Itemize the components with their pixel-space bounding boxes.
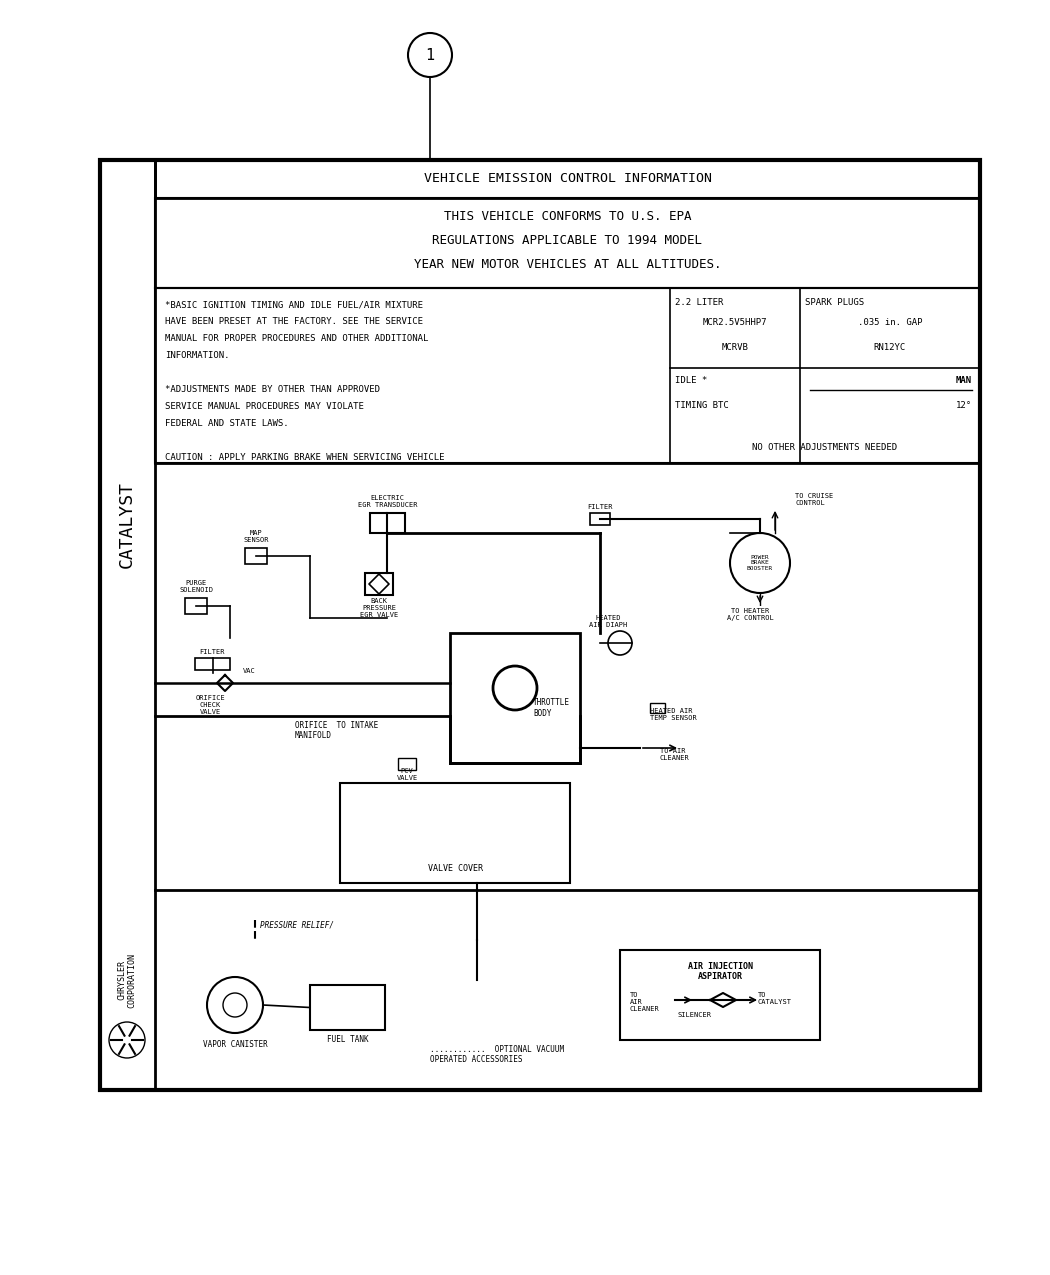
Text: *ADJUSTMENTS MADE BY OTHER THAN APPROVED: *ADJUSTMENTS MADE BY OTHER THAN APPROVED — [165, 385, 380, 394]
Bar — [340, 783, 570, 884]
Text: SILENCER: SILENCER — [678, 1012, 712, 1017]
Text: MAP
SENSOR: MAP SENSOR — [244, 530, 269, 543]
Bar — [450, 632, 580, 762]
Bar — [155, 198, 980, 288]
Text: THIS VEHICLE CONFORMS TO U.S. EPA: THIS VEHICLE CONFORMS TO U.S. EPA — [444, 209, 691, 223]
Bar — [590, 513, 610, 525]
Text: VEHICLE EMISSION CONTROL INFORMATION: VEHICLE EMISSION CONTROL INFORMATION — [423, 172, 712, 185]
Text: THROTTLE
BODY: THROTTLE BODY — [533, 699, 570, 718]
Text: CAUTION : APPLY PARKING BRAKE WHEN SERVICING VEHICLE: CAUTION : APPLY PARKING BRAKE WHEN SERVI… — [165, 453, 444, 462]
Text: TO HEATER
A/C CONTROL: TO HEATER A/C CONTROL — [727, 608, 774, 621]
Text: TO CRUISE
CONTROL: TO CRUISE CONTROL — [795, 493, 834, 506]
Bar — [195, 658, 230, 669]
Text: HEATED AIR
TEMP SENSOR: HEATED AIR TEMP SENSOR — [650, 708, 697, 720]
Text: .035 in. GAP: .035 in. GAP — [858, 317, 922, 326]
Text: IDLE *: IDLE * — [675, 376, 708, 385]
Text: POWER
BRAKE
BOOSTER: POWER BRAKE BOOSTER — [747, 555, 773, 571]
Bar — [398, 759, 416, 770]
Text: MCR2.5V5HHP7: MCR2.5V5HHP7 — [702, 317, 768, 326]
Text: MCRVB: MCRVB — [721, 343, 749, 352]
Text: CATALYST: CATALYST — [118, 482, 136, 569]
Text: BACK
PRESSURE
EGR VALVE: BACK PRESSURE EGR VALVE — [360, 598, 398, 618]
Text: ORIFICE  TO INTAKE
MANIFOLD: ORIFICE TO INTAKE MANIFOLD — [295, 720, 378, 741]
Bar — [155, 159, 980, 198]
Text: MANUAL FOR PROPER PROCEDURES AND OTHER ADDITIONAL: MANUAL FOR PROPER PROCEDURES AND OTHER A… — [165, 334, 428, 343]
Text: AIR INJECTION
ASPIRATOR: AIR INJECTION ASPIRATOR — [688, 963, 753, 982]
Text: 12°: 12° — [956, 402, 972, 411]
Text: YEAR NEW MOTOR VEHICLES AT ALL ALTITUDES.: YEAR NEW MOTOR VEHICLES AT ALL ALTITUDES… — [414, 258, 721, 270]
Text: ORIFICE
CHECK
VALVE: ORIFICE CHECK VALVE — [195, 695, 225, 715]
Text: TIMING BTC: TIMING BTC — [675, 402, 729, 411]
Bar — [620, 950, 820, 1040]
Text: REGULATIONS APPLICABLE TO 1994 MODEL: REGULATIONS APPLICABLE TO 1994 MODEL — [433, 233, 702, 246]
Text: ............  OPTIONAL VACUUM
OPERATED ACCESSORIES: ............ OPTIONAL VACUUM OPERATED AC… — [430, 1046, 564, 1065]
Bar — [365, 572, 393, 595]
Text: NO OTHER ADJUSTMENTS NEEDED: NO OTHER ADJUSTMENTS NEEDED — [753, 442, 898, 453]
Text: CHRYSLER
CORPORATION: CHRYSLER CORPORATION — [118, 952, 136, 1007]
Text: VAC: VAC — [243, 668, 256, 674]
Text: FEDERAL AND STATE LAWS.: FEDERAL AND STATE LAWS. — [165, 419, 289, 428]
Bar — [370, 513, 405, 533]
Text: RN12YC: RN12YC — [874, 343, 906, 352]
Text: HEATED
AIR DIAPH: HEATED AIR DIAPH — [589, 615, 627, 629]
Text: TO AIR
CLEANER: TO AIR CLEANER — [660, 748, 690, 761]
Text: TO
AIR
CLEANER: TO AIR CLEANER — [630, 992, 659, 1012]
Bar — [185, 598, 207, 615]
Text: PURGE
SOLENOID: PURGE SOLENOID — [178, 580, 213, 593]
Text: 1: 1 — [425, 47, 435, 62]
Bar — [245, 548, 267, 564]
Text: MAN: MAN — [956, 376, 972, 385]
Text: VALVE COVER: VALVE COVER — [427, 864, 483, 873]
Text: HAVE BEEN PRESET AT THE FACTORY. SEE THE SERVICE: HAVE BEEN PRESET AT THE FACTORY. SEE THE… — [165, 317, 423, 326]
Text: ELECTRIC
EGR TRANSDUCER: ELECTRIC EGR TRANSDUCER — [358, 495, 417, 507]
Bar — [155, 288, 980, 463]
Text: SPARK PLUGS: SPARK PLUGS — [805, 298, 864, 307]
Text: 2.2 LITER: 2.2 LITER — [675, 298, 723, 307]
Text: FILTER: FILTER — [200, 649, 226, 655]
Bar — [310, 986, 385, 1030]
Text: *BASIC IGNITION TIMING AND IDLE FUEL/AIR MIXTURE: *BASIC IGNITION TIMING AND IDLE FUEL/AIR… — [165, 300, 423, 309]
Text: INFORMATION.: INFORMATION. — [165, 351, 230, 360]
Text: VAPOR CANISTER: VAPOR CANISTER — [203, 1040, 268, 1049]
Text: TO
CATALYST: TO CATALYST — [758, 992, 792, 1005]
Text: SERVICE MANUAL PROCEDURES MAY VIOLATE: SERVICE MANUAL PROCEDURES MAY VIOLATE — [165, 402, 364, 411]
Text: PRESSURE RELIEF/: PRESSURE RELIEF/ — [260, 921, 334, 929]
Text: PCV
VALVE: PCV VALVE — [397, 768, 418, 782]
Text: FUEL TANK: FUEL TANK — [327, 1035, 369, 1044]
Text: FILTER: FILTER — [587, 504, 613, 510]
Bar — [100, 159, 980, 1090]
Bar — [650, 703, 665, 713]
